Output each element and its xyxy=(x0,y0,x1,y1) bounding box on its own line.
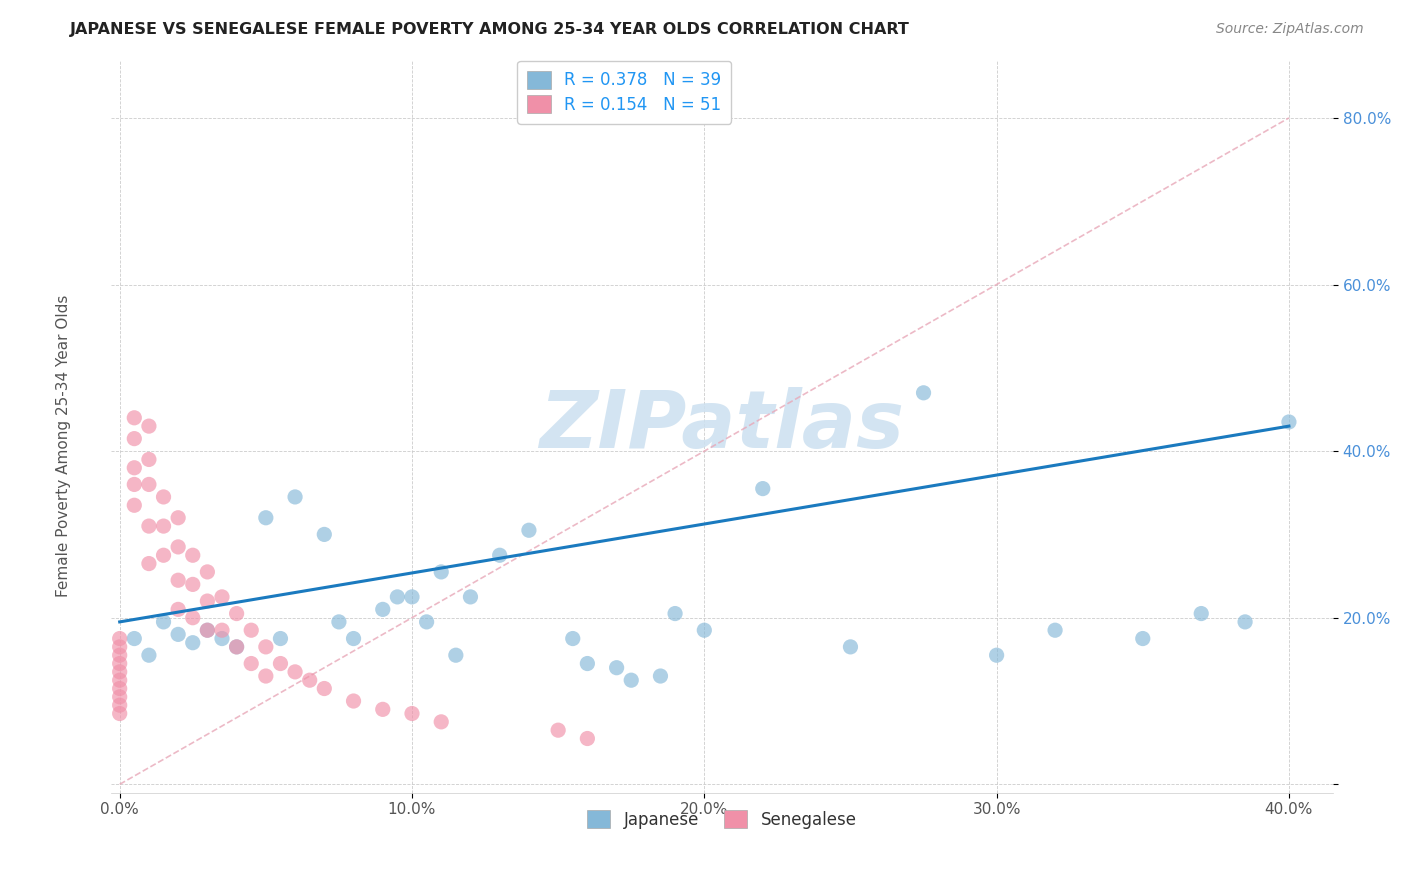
Point xyxy=(181,636,204,650)
Point xyxy=(415,615,437,629)
Point xyxy=(342,632,364,646)
Point xyxy=(181,548,204,562)
Point xyxy=(108,681,131,696)
Point xyxy=(912,385,935,400)
Point xyxy=(108,632,131,646)
Point xyxy=(444,648,467,663)
Point xyxy=(195,594,218,608)
Point xyxy=(211,624,233,638)
Point xyxy=(314,527,336,541)
Point xyxy=(108,706,131,721)
Point xyxy=(517,523,540,537)
Point xyxy=(138,452,160,467)
Point xyxy=(387,590,409,604)
Point xyxy=(401,706,423,721)
Point xyxy=(167,602,190,616)
Point xyxy=(152,548,174,562)
Point xyxy=(138,477,160,491)
Point xyxy=(108,690,131,704)
Point xyxy=(650,669,672,683)
Point xyxy=(225,640,247,654)
Point xyxy=(576,731,599,746)
Point xyxy=(138,519,160,533)
Point xyxy=(124,498,146,512)
Point xyxy=(167,573,190,587)
Point xyxy=(693,624,716,638)
Point xyxy=(284,665,307,679)
Point xyxy=(488,548,510,562)
Text: JAPANESE VS SENEGALESE FEMALE POVERTY AMONG 25-34 YEAR OLDS CORRELATION CHART: JAPANESE VS SENEGALESE FEMALE POVERTY AM… xyxy=(70,22,910,37)
Point xyxy=(986,648,1008,663)
Point xyxy=(124,632,146,646)
Point xyxy=(108,665,131,679)
Point xyxy=(195,624,218,638)
Point xyxy=(576,657,599,671)
Point xyxy=(211,590,233,604)
Point xyxy=(124,410,146,425)
Point xyxy=(547,723,569,738)
Point xyxy=(181,577,204,591)
Point xyxy=(298,673,321,688)
Point xyxy=(152,490,174,504)
Point xyxy=(254,640,277,654)
Point xyxy=(430,714,453,729)
Text: Source: ZipAtlas.com: Source: ZipAtlas.com xyxy=(1216,22,1364,37)
Point xyxy=(225,640,247,654)
Point xyxy=(152,519,174,533)
Point xyxy=(269,657,291,671)
Point xyxy=(606,661,628,675)
Point xyxy=(108,648,131,663)
Point xyxy=(108,673,131,688)
Point xyxy=(167,510,190,524)
Point xyxy=(314,681,336,696)
Point xyxy=(167,540,190,554)
Point xyxy=(430,565,453,579)
Point xyxy=(152,615,174,629)
Point xyxy=(254,510,277,524)
Point xyxy=(124,432,146,446)
Point xyxy=(1189,607,1212,621)
Text: ZIPatlas: ZIPatlas xyxy=(540,387,904,465)
Point xyxy=(460,590,482,604)
Legend: Japanese, Senegalese: Japanese, Senegalese xyxy=(581,804,863,836)
Point xyxy=(181,611,204,625)
Point xyxy=(1043,624,1066,638)
Point xyxy=(1234,615,1257,629)
Point xyxy=(561,632,583,646)
Point xyxy=(240,624,263,638)
Point xyxy=(401,590,423,604)
Point xyxy=(1278,415,1301,429)
Point xyxy=(371,702,394,716)
Point xyxy=(839,640,862,654)
Point xyxy=(240,657,263,671)
Point xyxy=(124,477,146,491)
Point xyxy=(620,673,643,688)
Text: Female Poverty Among 25-34 Year Olds: Female Poverty Among 25-34 Year Olds xyxy=(56,295,70,597)
Point xyxy=(328,615,350,629)
Point xyxy=(752,482,775,496)
Point xyxy=(138,557,160,571)
Point xyxy=(284,490,307,504)
Point xyxy=(124,460,146,475)
Point xyxy=(664,607,686,621)
Point xyxy=(195,624,218,638)
Point xyxy=(108,698,131,713)
Point xyxy=(211,632,233,646)
Point xyxy=(225,607,247,621)
Point xyxy=(269,632,291,646)
Point xyxy=(138,648,160,663)
Point xyxy=(195,565,218,579)
Point xyxy=(1132,632,1154,646)
Point xyxy=(138,419,160,434)
Point xyxy=(371,602,394,616)
Point xyxy=(342,694,364,708)
Point xyxy=(167,627,190,641)
Point xyxy=(108,657,131,671)
Point xyxy=(254,669,277,683)
Point xyxy=(108,640,131,654)
